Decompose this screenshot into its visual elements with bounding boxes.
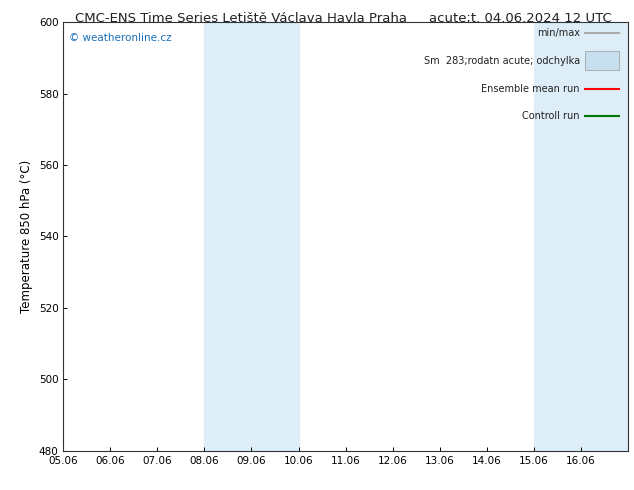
Text: © weatheronline.cz: © weatheronline.cz xyxy=(69,33,172,43)
Bar xyxy=(534,22,628,451)
Text: Ensemble mean run: Ensemble mean run xyxy=(481,83,579,94)
Bar xyxy=(204,22,299,451)
Text: acute;t. 04.06.2024 12 UTC: acute;t. 04.06.2024 12 UTC xyxy=(429,12,611,25)
Y-axis label: Temperature 850 hPa (°C): Temperature 850 hPa (°C) xyxy=(20,160,33,313)
Text: Sm  283;rodatn acute; odchylka: Sm 283;rodatn acute; odchylka xyxy=(424,56,579,66)
Text: min/max: min/max xyxy=(537,28,579,38)
Text: CMC-ENS Time Series Letiště Václava Havla Praha: CMC-ENS Time Series Letiště Václava Havl… xyxy=(75,12,407,25)
Bar xyxy=(585,51,619,70)
Text: Controll run: Controll run xyxy=(522,111,579,122)
